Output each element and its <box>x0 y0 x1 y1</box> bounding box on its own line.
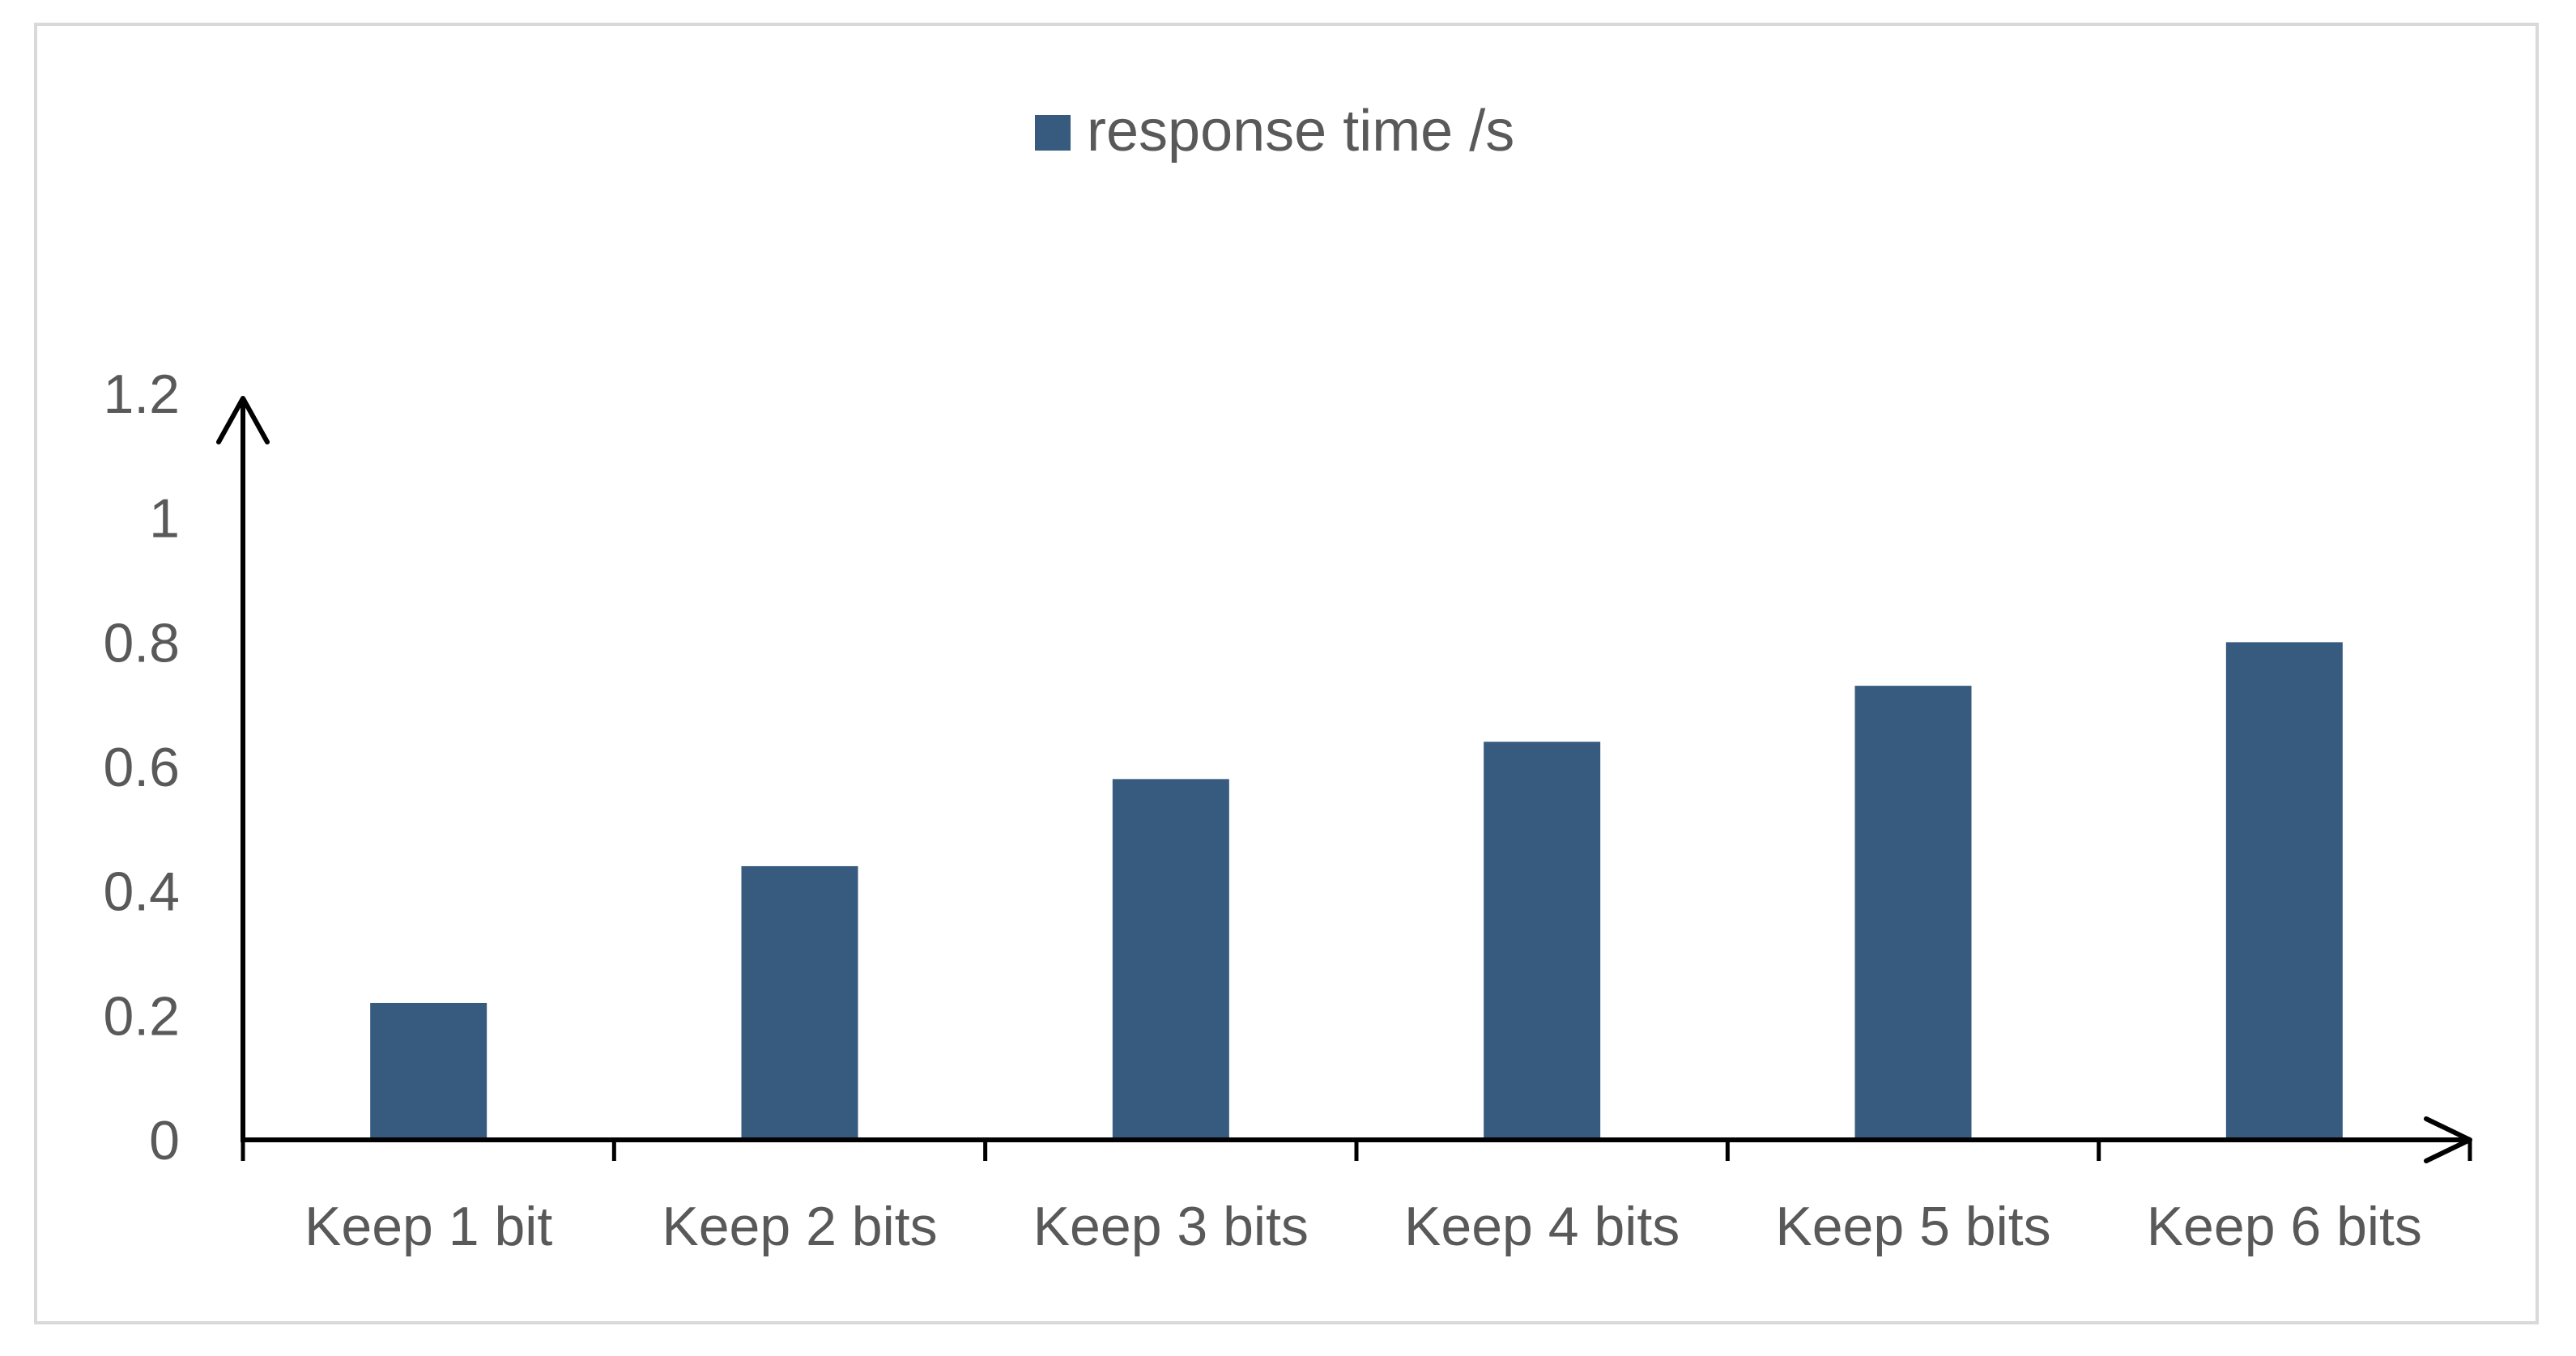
bar-4 <box>1484 742 1601 1140</box>
y-tick-label: 0.4 <box>103 861 180 923</box>
bar-3 <box>1112 779 1229 1140</box>
bar-6 <box>2225 642 2343 1140</box>
y-tick-label: 0.8 <box>103 612 180 674</box>
y-tick-label: 0 <box>149 1110 180 1171</box>
x-axis-category-labels: Keep 1 bit Keep 2 bits Keep 3 bits Keep 4 b… <box>304 1196 2422 1257</box>
y-tick-label: 0.6 <box>103 737 180 798</box>
bars-group <box>370 642 2343 1140</box>
y-axis-tick-labels: 0 0.2 0.4 0.6 0.8 1 1.2 <box>103 363 180 1171</box>
axes-group <box>216 396 2472 1163</box>
legend: response time /s <box>1035 99 1514 164</box>
x-category-label: Keep 1 bit <box>304 1196 552 1257</box>
x-category-label: Keep 3 bits <box>1033 1196 1309 1257</box>
x-category-label: Keep 2 bits <box>662 1196 937 1257</box>
x-category-label: Keep 6 bits <box>2147 1196 2422 1257</box>
y-tick-label: 1.2 <box>103 363 180 425</box>
bar-5 <box>1854 686 1972 1140</box>
legend-swatch <box>1035 115 1071 151</box>
legend-label: response time /s <box>1087 99 1514 164</box>
y-tick-label: 1 <box>149 488 180 550</box>
x-category-label: Keep 5 bits <box>1775 1196 2050 1257</box>
x-category-label: Keep 4 bits <box>1404 1196 1680 1257</box>
bar-1 <box>370 1002 488 1140</box>
y-axis-arrow <box>216 396 270 444</box>
bar-2 <box>741 865 858 1140</box>
y-tick-label: 0.2 <box>103 985 180 1047</box>
